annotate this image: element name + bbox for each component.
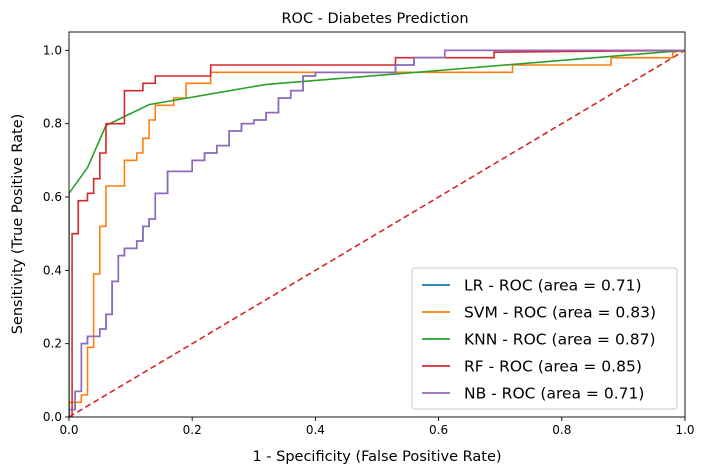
reference-diagonal-line [69,49,685,417]
x-axis-title: 1 - Specificity (False Positive Rate) [252,449,501,465]
chart-title: ROC - Diabetes Prediction [281,11,468,27]
legend-label-rf: RF - ROC (area = 0.85) [464,358,642,376]
series-line-svm [69,49,685,417]
x-tick-label: 0.0 [59,423,78,437]
x-tick-label: 1.0 [675,423,694,437]
y-tick-label: 0.8 [43,117,62,131]
legend-label-lr: LR - ROC (area = 0.71) [464,277,642,295]
y-axis-title: Sensitivity (True Positive Rate) [10,114,26,335]
y-tick-label: 1.0 [43,43,62,57]
x-tick-label: 0.6 [429,423,448,437]
plot-frame [68,31,686,418]
x-tick-label: 0.4 [306,423,325,437]
legend-label-knn: KNN - ROC (area = 0.87) [464,331,656,349]
series-line-nb [69,49,685,417]
legend-box [411,267,678,410]
y-tick-label: 0.2 [43,337,62,351]
series-line-rf [69,49,685,417]
y-tick-label: 0.4 [43,263,62,277]
x-tick-label: 0.8 [552,423,571,437]
x-tick-label: 0.2 [183,423,202,437]
y-tick-label: 0.6 [43,190,62,204]
y-tick-label: 0.0 [43,410,62,424]
series-line-knn [69,49,685,417]
legend: LR - ROC (area = 0.71) SVM - ROC (area = … [411,267,678,410]
legend-label-nb: NB - ROC (area = 0.71) [464,385,644,403]
legend-label-svm: SVM - ROC (area = 0.83) [464,304,656,322]
